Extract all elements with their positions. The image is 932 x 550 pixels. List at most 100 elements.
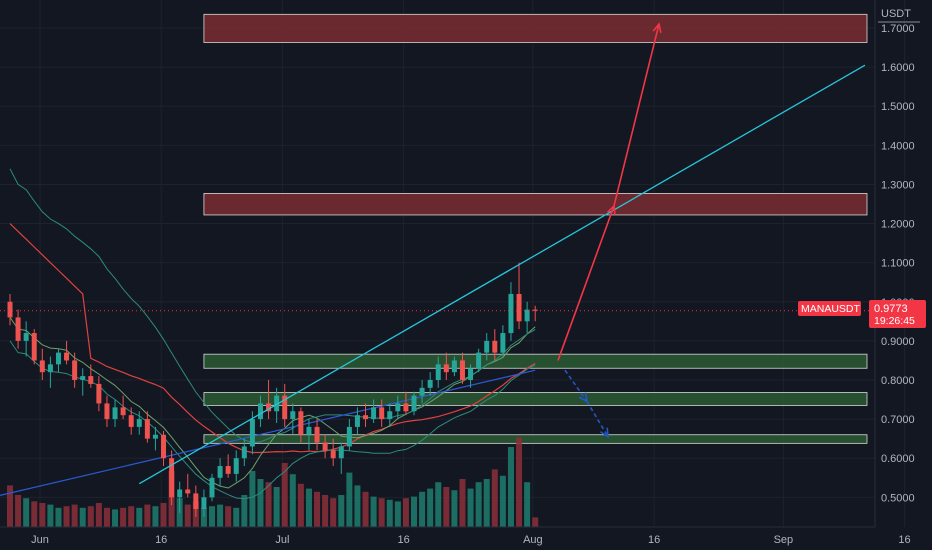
bear-arrow-1 — [564, 369, 588, 402]
candle-body — [55, 352, 61, 365]
volume-bar — [346, 472, 353, 527]
volume-bar — [297, 483, 304, 527]
volume-bar — [507, 447, 514, 527]
bear-arrow-1-head — [578, 392, 589, 404]
y-tick-label: 0.7000 — [881, 414, 915, 426]
x-tick-label: 16 — [155, 534, 167, 546]
x-tick-label: Jun — [31, 534, 49, 546]
candle-body — [225, 466, 231, 474]
volume-bar — [524, 482, 531, 527]
candle-body — [468, 368, 474, 380]
candle-body — [23, 333, 29, 341]
volume-bars — [7, 437, 539, 527]
volume-bar — [152, 506, 159, 527]
bull-arrow-2 — [613, 23, 660, 207]
volume-bar — [516, 437, 523, 527]
candle-body — [31, 333, 37, 361]
candle-body — [136, 419, 142, 427]
bull-arrow-2-head — [652, 22, 662, 34]
candle-body — [161, 434, 167, 459]
candle-body — [144, 419, 150, 439]
candle-body — [177, 489, 183, 498]
candle-body — [371, 407, 377, 420]
candle-body — [306, 426, 312, 435]
volume-bar — [419, 491, 426, 527]
volume-bar — [265, 482, 272, 527]
volume-bar — [338, 495, 345, 527]
volume-bar — [112, 509, 119, 527]
candle-body — [241, 446, 247, 459]
band-upper — [9, 168, 536, 444]
candle-body — [80, 376, 86, 380]
volume-bar — [71, 504, 78, 527]
candle-body — [508, 293, 514, 334]
volume-bar — [225, 506, 232, 527]
candle-body — [249, 419, 255, 447]
price-axis[interactable]: USDT 1.7000 1.6000 1.5000 1.4000 1.3000 1.200… — [874, 0, 920, 527]
y-tick-label: 0.6000 — [881, 453, 915, 465]
volume-bar — [103, 507, 110, 527]
volume-bar — [233, 507, 240, 527]
candle-body — [379, 407, 385, 420]
time-axis[interactable]: Jun16Jul16Aug16Sep16Oct16 — [0, 526, 932, 546]
resistance-zone — [203, 13, 868, 43]
volume-bar — [281, 463, 288, 527]
x-tick-label: 16 — [397, 534, 409, 546]
last-price-label: 0.9773 — [874, 303, 908, 315]
volume-bar — [160, 503, 167, 527]
candle-body — [47, 364, 53, 373]
volume-bar — [378, 498, 385, 527]
volume-bar — [483, 479, 490, 527]
volume-bar — [217, 504, 224, 527]
volume-bar — [63, 506, 70, 527]
candle-body — [330, 450, 336, 459]
candle-body — [395, 403, 401, 412]
volume-bar — [136, 507, 143, 527]
support-zone — [203, 392, 868, 406]
candle-body — [201, 497, 207, 510]
volume-bar — [354, 485, 361, 527]
volume-bar — [120, 507, 127, 527]
volume-bar — [386, 499, 393, 527]
blue-trendline — [0, 369, 536, 496]
symbol-badge — [798, 301, 861, 316]
candle-body — [128, 415, 134, 427]
candle-body — [403, 403, 409, 412]
volume-bar — [95, 503, 102, 527]
annotations — [0, 22, 875, 485]
candle-body — [274, 395, 280, 412]
y-tick-label: 0.9000 — [881, 336, 915, 348]
candle-body — [314, 426, 320, 443]
volume-bar — [305, 488, 312, 527]
candle-body — [476, 352, 482, 369]
volume-bar — [475, 482, 482, 527]
volume-bar — [128, 506, 135, 527]
candle-body — [411, 395, 417, 412]
candle-body — [72, 360, 78, 380]
candle-body — [96, 383, 102, 404]
candle-body — [338, 446, 344, 459]
volume-bar — [370, 496, 377, 527]
candle-body — [443, 364, 449, 373]
y-tick-label: 1.2000 — [881, 219, 915, 231]
candle-body — [524, 309, 530, 322]
bull-arrow-1 — [557, 205, 615, 361]
candle-body — [492, 340, 498, 353]
volume-bar — [7, 485, 13, 527]
candle-body — [209, 477, 215, 498]
volume-bar — [15, 495, 22, 527]
volume-bar — [249, 471, 256, 527]
volume-bar — [394, 501, 401, 527]
bear-arrow-2-head — [600, 427, 609, 439]
candle-body — [120, 407, 126, 416]
candle-body — [484, 340, 490, 353]
volume-bar — [314, 491, 321, 527]
candle-body — [193, 493, 199, 510]
volume-bar — [322, 495, 329, 527]
candle-body — [64, 352, 70, 361]
last-price-tag: MANAUSDT 0.9773 19:26:45 — [798, 300, 926, 328]
x-tick-label: 16 — [898, 534, 910, 546]
volume-bar — [79, 507, 86, 527]
volume-bar — [87, 506, 94, 527]
